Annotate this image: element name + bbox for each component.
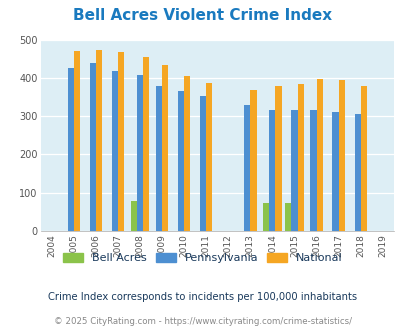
Bar	[243, 106, 250, 231]
Bar	[332, 112, 338, 231]
Bar	[291, 111, 297, 231]
Bar	[360, 85, 366, 231]
Text: Bell Acres Violent Crime Index: Bell Acres Violent Crime Index	[73, 8, 332, 23]
Bar	[200, 96, 206, 231]
Text: © 2025 CityRating.com - https://www.cityrating.com/crime-statistics/: © 2025 CityRating.com - https://www.city…	[54, 317, 351, 326]
Bar	[96, 50, 102, 231]
Legend: Bell Acres, Pennsylvania, National: Bell Acres, Pennsylvania, National	[60, 249, 345, 267]
Bar	[338, 80, 344, 231]
Bar	[136, 75, 143, 231]
Bar	[156, 86, 162, 231]
Bar	[354, 114, 360, 231]
Bar	[111, 71, 117, 231]
Bar	[309, 111, 316, 231]
Bar	[316, 79, 322, 231]
Bar	[130, 201, 136, 231]
Bar	[284, 203, 291, 231]
Bar	[143, 57, 149, 231]
Bar	[177, 91, 183, 231]
Bar	[117, 52, 124, 231]
Bar	[90, 63, 96, 231]
Bar	[74, 51, 80, 231]
Bar	[67, 68, 74, 231]
Bar	[269, 111, 275, 231]
Bar	[183, 76, 190, 231]
Bar	[262, 203, 269, 231]
Text: Crime Index corresponds to incidents per 100,000 inhabitants: Crime Index corresponds to incidents per…	[48, 292, 357, 302]
Bar	[206, 83, 212, 231]
Bar	[162, 65, 168, 231]
Bar	[297, 84, 303, 231]
Bar	[250, 90, 256, 231]
Bar	[275, 86, 281, 231]
